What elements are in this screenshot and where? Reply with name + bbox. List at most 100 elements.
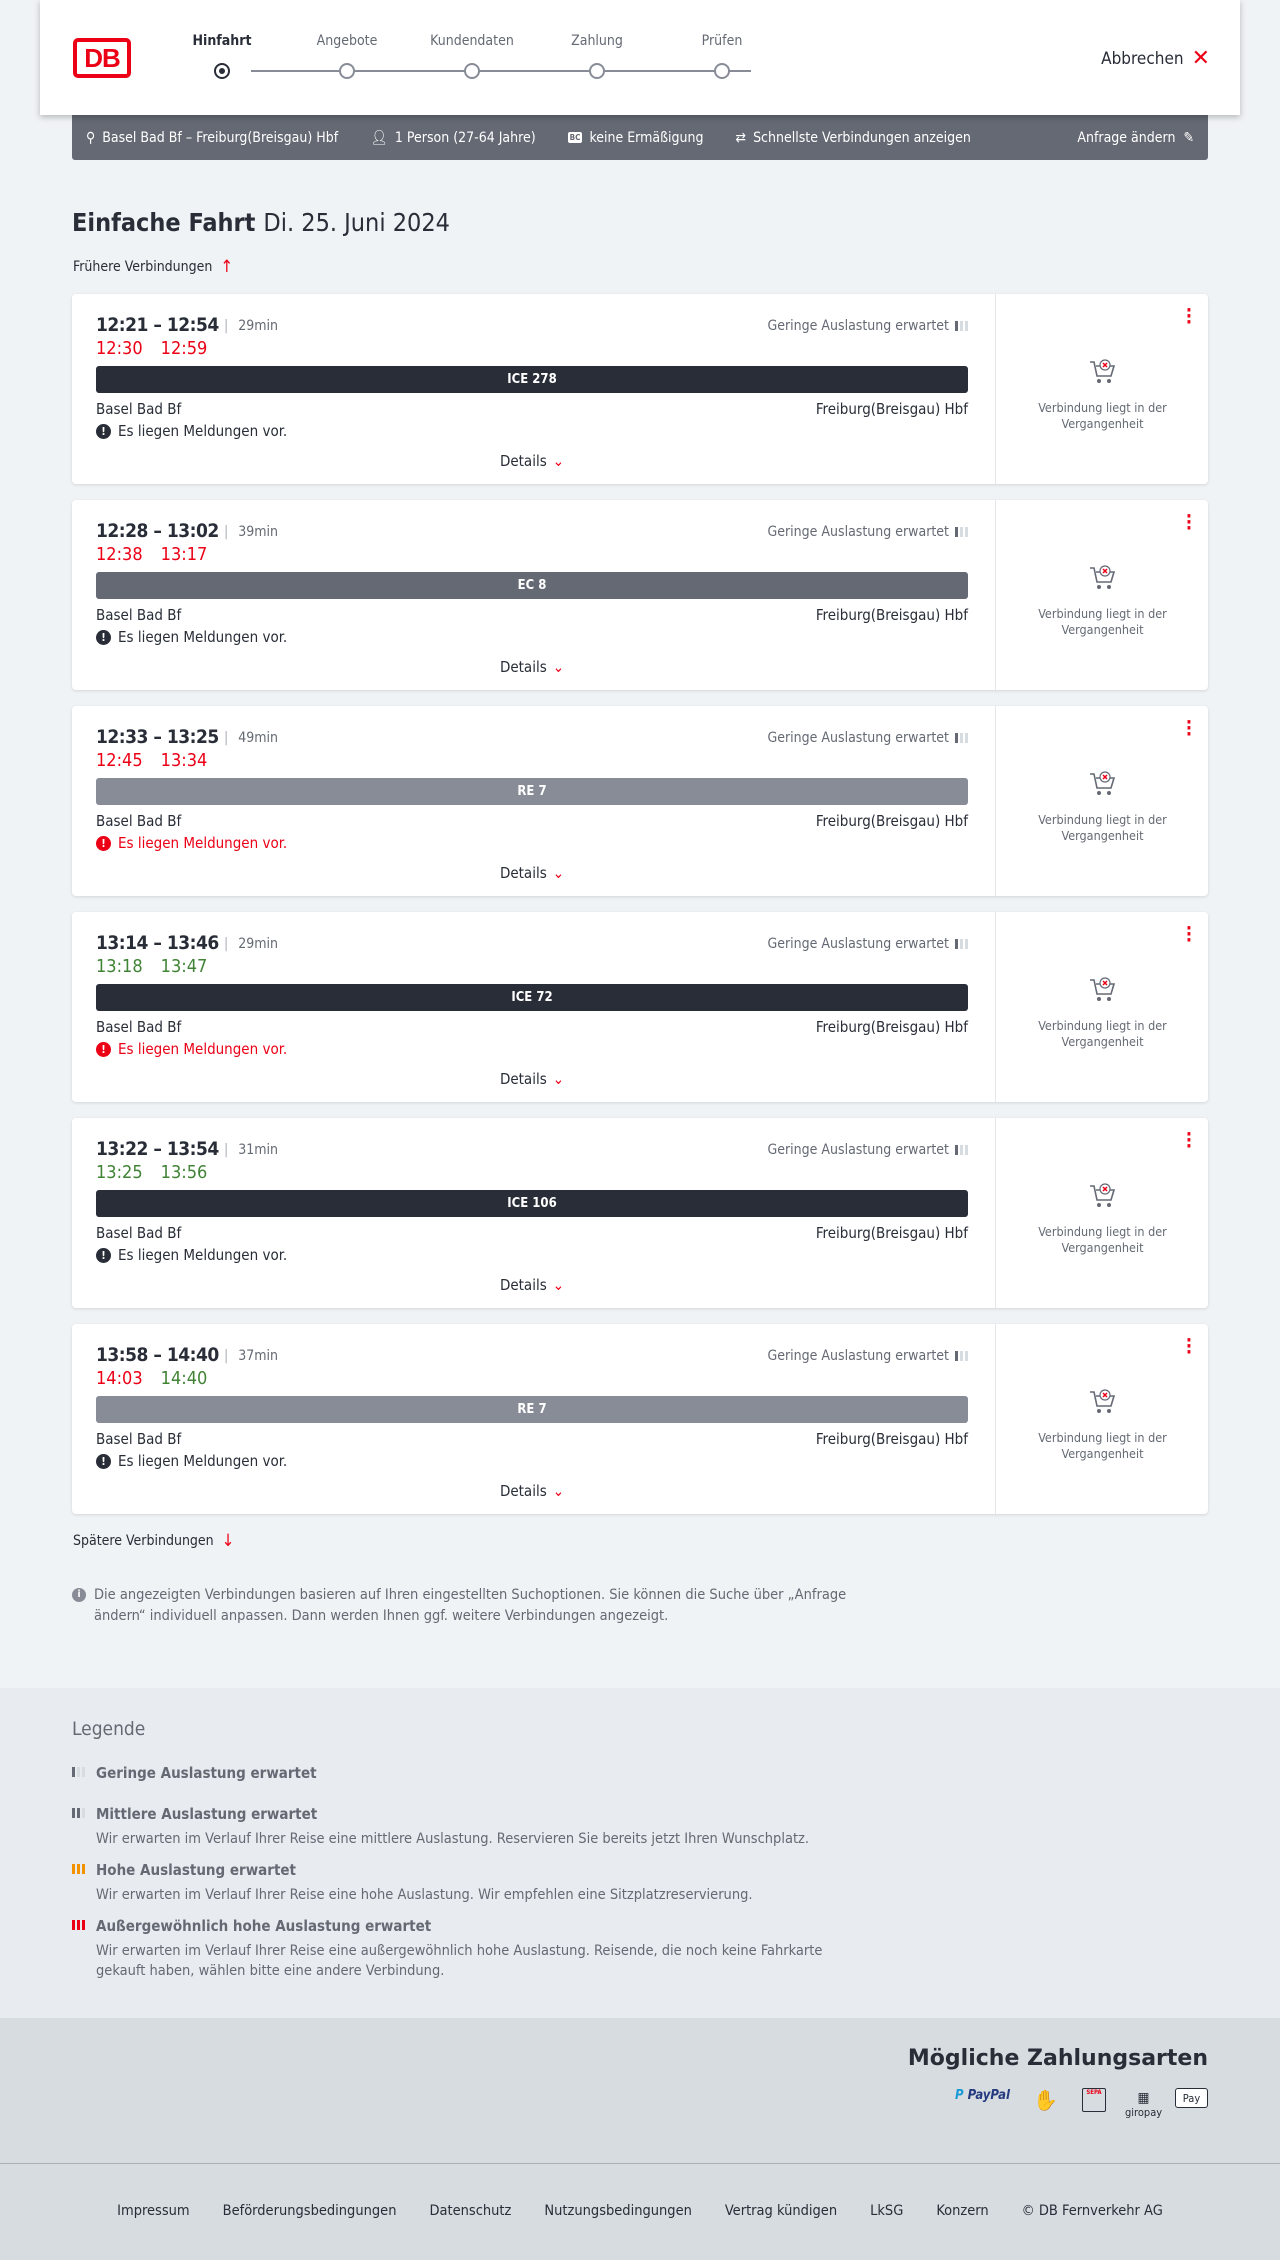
messages-notice: ! Es liegen Meldungen vor.	[96, 834, 287, 852]
connection-main: 13:14 – 13:46 | 29min 13:18 13:47 Geringe …	[96, 912, 968, 1102]
alert-icon: !	[96, 423, 111, 439]
connection-card[interactable]: 12:33 – 13:25 | 49min 12:45 13:34 Geringe …	[72, 706, 1208, 896]
chevron-down-icon: ⌄	[552, 1276, 565, 1294]
duration: | 29min	[224, 936, 279, 952]
discount-summary: BC keine Ermäßigung	[567, 129, 704, 146]
footer-link[interactable]: Datenschutz	[429, 2203, 512, 2219]
legend-item: Außergewöhnlich hohe Auslastung erwartet…	[72, 1917, 872, 1981]
route-summary: ⚲ Basel Bad Bf – Freiburg(Breisgau) Hbf	[86, 129, 339, 146]
cart-unavailable-icon	[1090, 565, 1116, 589]
occupancy-low-icon	[955, 1145, 968, 1155]
cart-unavailable-icon	[1090, 771, 1116, 795]
page-title: Einfache Fahrt Di. 25. Juni 2024	[72, 208, 450, 237]
stepper-line	[251, 70, 751, 72]
train-bar[interactable]: ICE 278	[96, 366, 968, 393]
more-options-icon[interactable]: · · ·	[1185, 1330, 1192, 1363]
more-options-icon[interactable]: · · ·	[1185, 300, 1192, 333]
progress-stepper: Hinfahrt Angebote Kundendaten Zahlung Prüfen	[172, 33, 772, 83]
step-1: Angebote	[316, 33, 378, 49]
alert-icon: !	[96, 835, 111, 851]
step-4: Prüfen	[701, 33, 743, 49]
arrival-station: Freiburg(Breisgau) Hbf	[815, 1430, 968, 1448]
cart-unavailable-icon	[1090, 1389, 1116, 1413]
realtime-arrival: 13:56	[160, 1162, 208, 1183]
footer-link[interactable]: Konzern	[936, 2203, 989, 2219]
footer-link[interactable]: Impressum	[117, 2203, 190, 2219]
booking-panel: · · · Verbindung liegt in der Vergangenhei…	[995, 1324, 1208, 1514]
chevron-down-icon: ⌄	[552, 1482, 565, 1500]
connection-card[interactable]: 13:58 – 14:40 | 37min 14:03 14:40 Geringe …	[72, 1324, 1208, 1514]
booking-panel: · · · Verbindung liegt in der Vergangenhei…	[995, 500, 1208, 690]
realtime-arrival: 13:34	[160, 750, 208, 771]
footer-link[interactable]: LkSG	[870, 2203, 904, 2219]
apple-pay-logo: Pay	[1175, 2088, 1208, 2108]
footer-link[interactable]: Vertrag kündigen	[724, 2203, 838, 2219]
train-bar[interactable]: ICE 106	[96, 1190, 968, 1217]
connection-card[interactable]: 12:21 – 12:54 | 29min 12:30 12:59 Geringe …	[72, 294, 1208, 484]
step-dot	[464, 63, 480, 79]
step-dot	[339, 63, 355, 79]
footer-link[interactable]: © DB Fernverkehr AG	[1021, 2203, 1163, 2219]
connection-card[interactable]: 13:22 – 13:54 | 31min 13:25 13:56 Geringe …	[72, 1118, 1208, 1308]
chevron-down-icon: ⌄	[552, 658, 565, 676]
alert-icon: !	[96, 1247, 111, 1263]
details-toggle[interactable]: Details ⌄	[499, 864, 565, 882]
alert-icon: !	[96, 629, 111, 645]
footer-link[interactable]: Nutzungsbedingungen	[544, 2203, 692, 2219]
details-toggle[interactable]: Details ⌄	[499, 1482, 565, 1500]
details-toggle[interactable]: Details ⌄	[499, 1070, 565, 1088]
arrival-station: Freiburg(Breisgau) Hbf	[815, 812, 968, 830]
payment-methods-section: Mögliche Zahlungsarten P PayPal ✋ SEPA ▦ g…	[0, 2018, 1280, 2163]
step-dot	[714, 63, 730, 79]
legend-item: Geringe Auslastung erwartet	[72, 1764, 872, 1782]
details-toggle[interactable]: Details ⌄	[499, 658, 565, 676]
past-connection-status: Verbindung liegt in der Vergangenheit	[1038, 1430, 1167, 1461]
cart-unavailable-icon	[1090, 977, 1116, 1001]
departure-station: Basel Bad Bf	[96, 400, 182, 418]
train-bar[interactable]: RE 7	[96, 778, 968, 805]
more-options-icon[interactable]: · · ·	[1185, 1124, 1192, 1157]
step-0: Hinfahrt	[192, 33, 252, 49]
train-bar[interactable]: EC 8	[96, 572, 968, 599]
train-bar[interactable]: ICE 72	[96, 984, 968, 1011]
booking-panel: · · · Verbindung liegt in der Vergangenhei…	[995, 294, 1208, 484]
more-options-icon[interactable]: · · ·	[1185, 712, 1192, 745]
connection-card[interactable]: 12:28 – 13:02 | 39min 12:38 13:17 Geringe …	[72, 500, 1208, 690]
earlier-connections-link[interactable]: Frühere Verbindungen ↑	[73, 257, 234, 277]
arrival-station: Freiburg(Breisgau) Hbf	[815, 606, 968, 624]
cancel-button[interactable]: Abbrechen ✕	[1101, 46, 1210, 71]
arrival-station: Freiburg(Breisgau) Hbf	[815, 400, 968, 418]
realtime-departure: 14:03	[96, 1368, 143, 1389]
more-options-icon[interactable]: · · ·	[1185, 506, 1192, 539]
footer: Impressum Beförderungsbedingungen Datensch…	[0, 2163, 1280, 2260]
departure-station: Basel Bad Bf	[96, 812, 182, 830]
connection-card[interactable]: 13:14 – 13:46 | 29min 13:18 13:47 Geringe …	[72, 912, 1208, 1102]
edit-request-button[interactable]: Anfrage ändern ✎	[1077, 129, 1194, 146]
legend-section: Legende Geringe Auslastung erwartet Mittl…	[0, 1688, 1280, 2018]
details-toggle[interactable]: Details ⌄	[499, 1276, 565, 1294]
realtime-departure: 12:38	[96, 544, 143, 565]
db-logo[interactable]: DB	[73, 38, 131, 78]
scheduled-times: 12:21 – 12:54	[96, 314, 219, 336]
arrow-up-icon: ↑	[220, 257, 234, 277]
train-bar[interactable]: RE 7	[96, 1396, 968, 1423]
later-connections-link[interactable]: Spätere Verbindungen ↓	[73, 1531, 235, 1551]
occupancy-info: Geringe Auslastung erwartet	[767, 730, 968, 746]
occupancy-low-icon	[955, 1351, 968, 1361]
messages-notice: ! Es liegen Meldungen vor.	[96, 1452, 287, 1470]
occupancy-low-icon	[955, 733, 968, 743]
step-2: Kundendaten	[430, 33, 514, 49]
messages-notice: ! Es liegen Meldungen vor.	[96, 422, 287, 440]
duration: | 29min	[224, 318, 279, 334]
more-options-icon[interactable]: · · ·	[1185, 918, 1192, 951]
departure-station: Basel Bad Bf	[96, 606, 182, 624]
occupancy-low-icon	[955, 527, 968, 537]
fastest-toggle[interactable]: ⇄ Schnellste Verbindungen anzeigen	[735, 129, 971, 146]
close-icon: ✕	[1191, 46, 1210, 71]
details-toggle[interactable]: Details ⌄	[499, 452, 565, 470]
realtime-departure: 13:25	[96, 1162, 143, 1183]
footer-link[interactable]: Beförderungsbedingungen	[222, 2203, 397, 2219]
connection-main: 12:28 – 13:02 | 39min 12:38 13:17 Geringe …	[96, 500, 968, 690]
realtime-departure: 12:30	[96, 338, 143, 359]
scheduled-times: 12:33 – 13:25	[96, 726, 219, 748]
